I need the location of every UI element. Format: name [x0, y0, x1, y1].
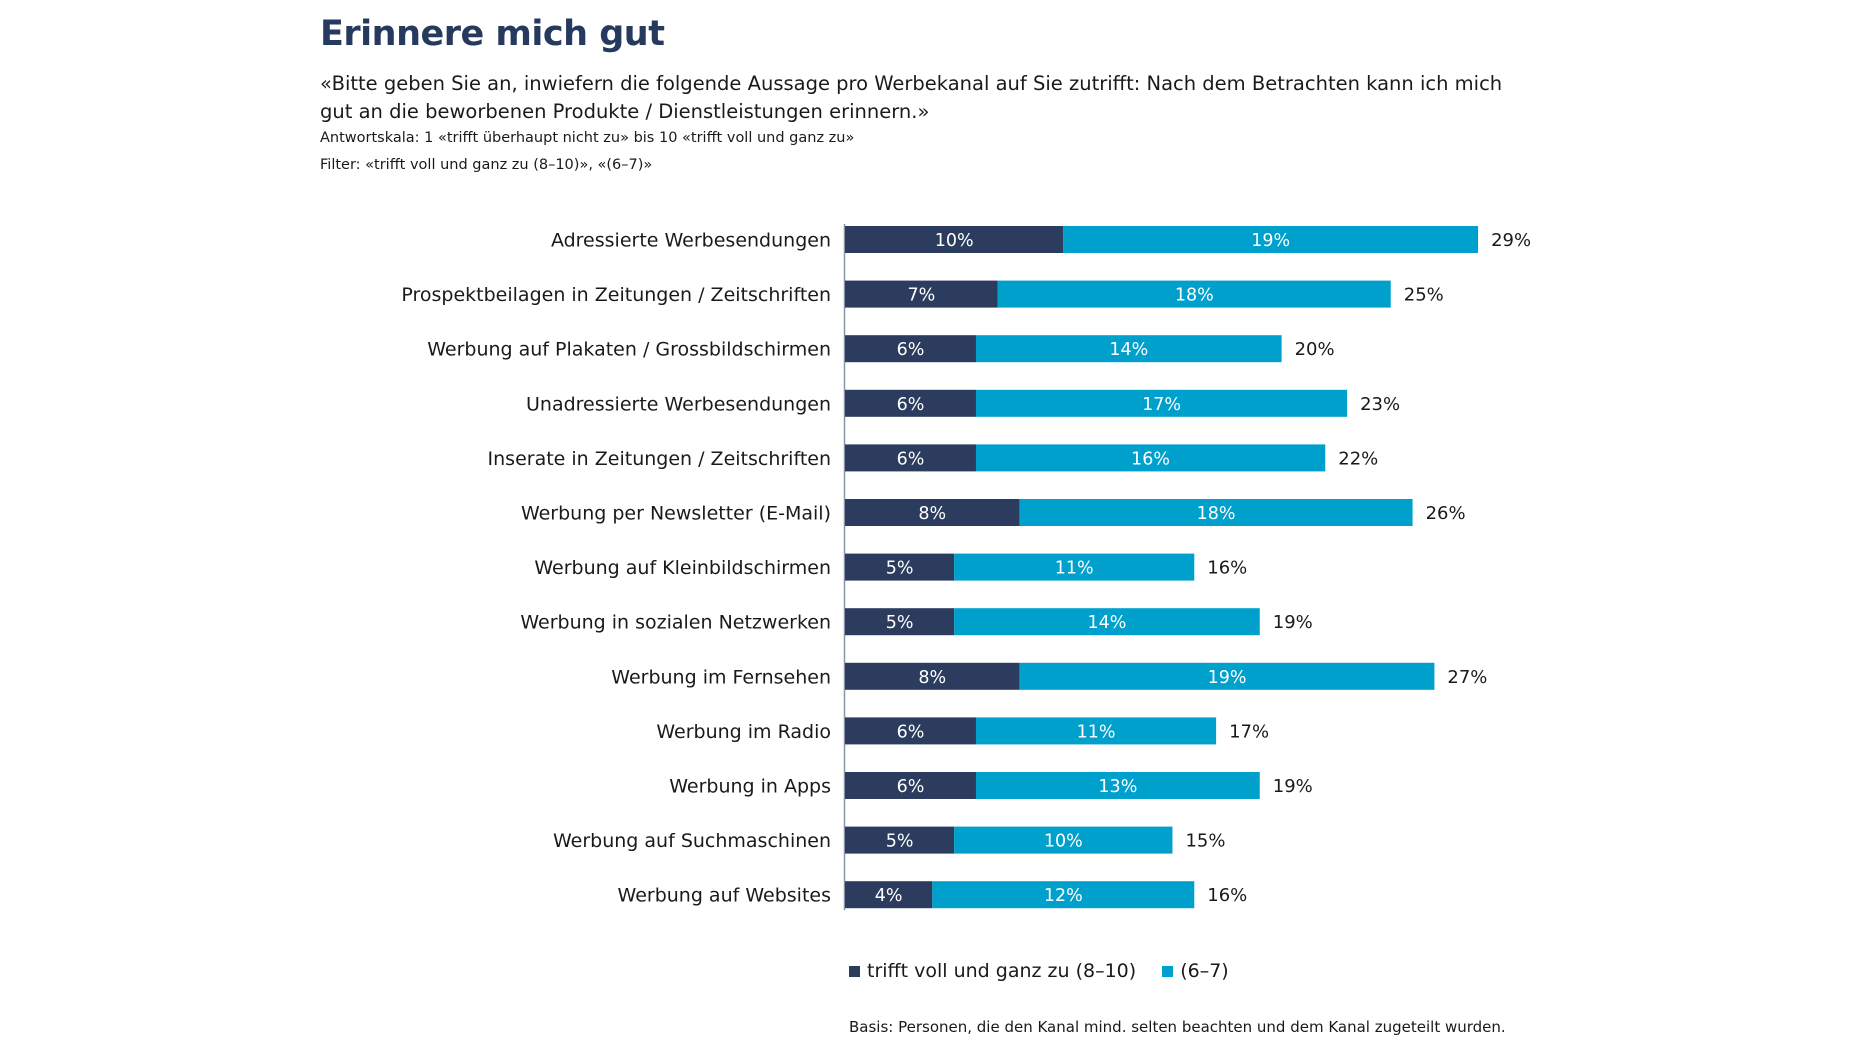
- bar-segment-mid: [997, 280, 1391, 308]
- bar-value-label: 7%: [908, 286, 936, 306]
- bar-total-label: 20%: [1295, 339, 1335, 360]
- bar-total-label: 26%: [1426, 503, 1466, 524]
- bar-value-label: 14%: [1109, 340, 1148, 360]
- bar-value-label: 6%: [897, 449, 925, 469]
- bar-total-label: 27%: [1447, 667, 1487, 688]
- legend-item-top-box: trifft voll und ganz zu (8–10): [849, 960, 1136, 982]
- bar-value-label: 17%: [1142, 395, 1181, 415]
- legend-label: trifft voll und ganz zu (8–10): [867, 960, 1137, 982]
- bar-value-label: 18%: [1197, 504, 1236, 524]
- bar-value-label: 6%: [897, 777, 925, 797]
- category-label: Werbung im Fernsehen: [611, 666, 831, 688]
- basis-footnote: Basis: Personen, die den Kanal mind. sel…: [849, 1018, 1506, 1036]
- category-label: Werbung auf Plakaten / Grossbildschirmen: [427, 339, 831, 361]
- bar-value-label: 4%: [875, 886, 903, 906]
- bar-segment-top-box: [845, 717, 976, 745]
- category-label: Adressierte Werbesendungen: [551, 230, 831, 252]
- bar-segment-mid: [975, 444, 1326, 472]
- bar-total-label: 19%: [1273, 776, 1313, 797]
- bar-segment-mid: [975, 389, 1348, 417]
- legend-label: (6–7): [1180, 960, 1229, 982]
- bar-segment-top-box: [845, 881, 933, 909]
- bar-segment-mid: [1063, 226, 1479, 253]
- category-label: Werbung auf Websites: [618, 885, 831, 907]
- bar-segment-top-box: [845, 772, 976, 799]
- bar-total-label: 16%: [1207, 885, 1247, 906]
- legend: trifft voll und ganz zu (8–10) (6–7): [849, 960, 1255, 982]
- bar-total-label: 25%: [1404, 285, 1444, 306]
- bar-value-label: 8%: [918, 504, 946, 524]
- bar-value-label: 18%: [1175, 286, 1214, 306]
- category-label: Werbung in sozialen Netzwerken: [520, 612, 831, 634]
- bar-segment-top-box: [845, 444, 976, 472]
- bar-segment-mid: [954, 608, 1260, 636]
- bar-segment-mid: [1019, 662, 1435, 690]
- category-label: Werbung auf Suchmaschinen: [553, 830, 831, 852]
- scale-note: Antwortskala: 1 «trifft überhaupt nicht …: [320, 130, 855, 146]
- category-label: Werbung per Newsletter (E-Mail): [521, 503, 831, 525]
- bar-value-label: 6%: [897, 395, 925, 415]
- bar-value-label: 12%: [1044, 886, 1083, 906]
- bar-total-label: 17%: [1229, 721, 1269, 742]
- question-text: «Bitte geben Sie an, inwiefern die folge…: [320, 72, 1503, 123]
- legend-item-mid: (6–7): [1162, 960, 1229, 982]
- bar-segment-top-box: [845, 553, 955, 581]
- bar-value-label: 6%: [897, 722, 925, 742]
- bar-total-label: 29%: [1491, 230, 1531, 251]
- bar-total-label: 16%: [1207, 558, 1247, 579]
- bar-value-label: 11%: [1055, 559, 1094, 579]
- bar-value-label: 16%: [1131, 449, 1170, 469]
- bar-value-label: 13%: [1098, 777, 1137, 797]
- bar-value-label: 5%: [886, 832, 914, 852]
- category-label: Werbung auf Kleinbildschirmen: [534, 557, 831, 579]
- bar-segment-top-box: [845, 608, 955, 636]
- bar-value-label: 6%: [897, 340, 925, 360]
- bar-segment-mid: [932, 881, 1195, 909]
- bar-segment-mid: [975, 335, 1282, 363]
- bar-segment-mid: [954, 553, 1195, 581]
- bar-value-label: 11%: [1077, 722, 1116, 742]
- bar-total-label: 23%: [1360, 394, 1400, 415]
- bar-segment-mid: [1019, 499, 1413, 526]
- bar-value-label: 5%: [886, 559, 914, 579]
- category-label: Prospektbeilagen in Zeitungen / Zeitschr…: [401, 284, 831, 306]
- category-label: Werbung in Apps: [669, 776, 831, 798]
- bar-segment-top-box: [845, 389, 976, 417]
- bar-segment-top-box: [845, 335, 976, 363]
- bar-total-label: 19%: [1273, 612, 1313, 633]
- bar-segment-mid: [954, 826, 1173, 854]
- bar-value-label: 8%: [918, 668, 946, 688]
- bar-value-label: 10%: [1044, 832, 1083, 852]
- bar-segment-top-box: [845, 499, 1020, 526]
- bar-value-label: 5%: [886, 613, 914, 633]
- category-label: Inserate in Zeitungen / Zeitschriften: [488, 448, 831, 470]
- bar-segment-mid: [975, 717, 1217, 745]
- bar-total-label: 15%: [1185, 831, 1225, 852]
- filter-note: Filter: «trifft voll und ganz zu (8–10)»…: [320, 157, 653, 173]
- bar-segment-top-box: [845, 662, 1020, 690]
- bar-segment-top-box: [845, 826, 955, 854]
- category-label: Werbung im Radio: [656, 721, 831, 743]
- category-label: Unadressierte Werbesendungen: [526, 393, 831, 415]
- bar-segment-top-box: [845, 280, 998, 308]
- bar-segment-top-box: [845, 226, 1064, 253]
- bar-value-label: 19%: [1208, 668, 1247, 688]
- bar-total-label: 22%: [1338, 448, 1378, 469]
- stacked-bar-chart: Adressierte Werbesendungen 10% 19% 29% Prosp…: [401, 224, 1531, 911]
- bar-segment-mid: [975, 772, 1260, 799]
- chart-title: Erinnere mich gut: [320, 14, 665, 54]
- bar-value-label: 19%: [1251, 231, 1290, 251]
- legend-swatch-dark: [849, 965, 860, 977]
- bar-value-label: 10%: [935, 231, 974, 251]
- bar-value-label: 14%: [1088, 613, 1127, 633]
- legend-swatch-light: [1162, 965, 1174, 977]
